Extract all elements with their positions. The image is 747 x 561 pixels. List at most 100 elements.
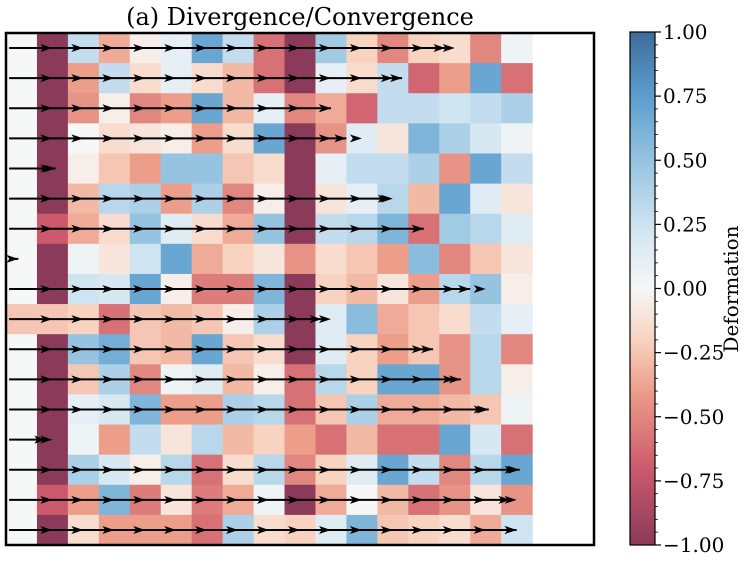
arrow-head (318, 375, 331, 384)
arrow-head (71, 194, 84, 203)
arrow-head (318, 224, 331, 233)
arrow-head (257, 495, 270, 504)
heatmap-cell (191, 243, 224, 275)
heatmap-cell (470, 63, 502, 94)
arrow-head (442, 44, 455, 53)
heatmap-cell (439, 63, 471, 94)
arrow-head (133, 315, 146, 324)
arrow-head (40, 104, 53, 113)
heatmap-cell (67, 424, 100, 456)
arrow-head (40, 164, 53, 173)
arrow-head (102, 194, 115, 203)
arrow-head (442, 405, 455, 414)
heatmap-cell (160, 153, 193, 185)
arrow-head (257, 375, 270, 384)
arrow-head (133, 285, 146, 293)
arrow-head (411, 44, 424, 53)
heatmap-cell (408, 63, 440, 94)
heatmap-cell (346, 304, 378, 335)
arrow-head (349, 44, 362, 53)
arrow-head (318, 465, 331, 474)
heatmap-cell (439, 123, 471, 155)
arrow-head (226, 224, 239, 233)
colorbar (629, 31, 656, 546)
arrow-head (380, 285, 393, 293)
arrow-head (195, 525, 208, 534)
arrow-head (40, 74, 53, 83)
arrow-head (71, 375, 84, 384)
arrow-head (411, 525, 424, 534)
heatmap-cell (346, 123, 378, 155)
heatmap-cell (67, 153, 100, 185)
arrow-head (433, 44, 446, 53)
arrow-head (71, 44, 84, 53)
arrow-head (71, 315, 84, 324)
arrow-head (458, 285, 471, 293)
arrow-head (164, 285, 177, 293)
heatmap-cell (98, 153, 131, 185)
arrow-head (195, 285, 208, 293)
heatmap-cell (408, 183, 440, 215)
arrow-head (507, 465, 520, 474)
arrow-head (71, 405, 84, 414)
arrow-head (71, 134, 84, 143)
arrow-head (195, 44, 208, 53)
colorbar-tick-label: −0.25 (663, 341, 724, 365)
arrow-head (226, 285, 239, 293)
arrow-head (411, 495, 424, 504)
heatmap-cell (501, 394, 533, 426)
heatmap-cell (439, 93, 471, 124)
heatmap-cell (501, 213, 533, 245)
arrow-head (411, 375, 424, 384)
arrow-head (195, 224, 208, 233)
arrow-head (318, 285, 331, 293)
heatmap-cell (470, 33, 502, 64)
arrow-head (349, 375, 362, 384)
arrow-head (288, 345, 300, 354)
arrow-head (448, 375, 461, 384)
arrow-head (318, 405, 331, 414)
arrow-head (288, 224, 300, 233)
heatmap-cell (377, 123, 409, 155)
arrow-head (164, 495, 177, 504)
arrow-head (164, 345, 177, 354)
arrow-head (411, 224, 424, 233)
heatmap-cells (6, 33, 533, 546)
heatmap-cell (346, 424, 378, 456)
heatmap-cell (253, 424, 286, 456)
heatmap-cell (501, 243, 533, 275)
arrow-head (164, 44, 177, 53)
heatmap-cell (439, 243, 471, 275)
arrow-head (473, 525, 486, 534)
heatmap-cell (470, 304, 502, 335)
arrow-head (102, 315, 115, 324)
arrow-head (71, 495, 84, 504)
arrow-head (195, 495, 208, 504)
heatmap-cell (284, 424, 317, 456)
heatmap-cell (470, 213, 502, 245)
arrow-head (102, 405, 115, 414)
arrow-head (71, 465, 84, 474)
arrow-head (504, 525, 517, 534)
arrow-head (226, 495, 239, 504)
arrow-head (133, 194, 146, 203)
arrow-head (257, 104, 270, 113)
arrow-head (226, 315, 239, 324)
arrow-head (102, 495, 115, 504)
arrow-head (380, 44, 393, 53)
arrow-head (40, 194, 53, 203)
heatmap-cell (284, 243, 317, 275)
heatmap-cell (377, 243, 409, 275)
arrow-head (349, 194, 362, 203)
arrow-head (380, 224, 393, 233)
arrow-head (133, 465, 146, 474)
arrow-head (380, 525, 393, 534)
arrow-head (164, 405, 177, 414)
arrow-head (226, 44, 239, 53)
arrow-head (390, 74, 403, 83)
arrow-head (411, 405, 424, 414)
arrow-head (349, 465, 362, 474)
arrow-head (164, 465, 177, 474)
arrow-head (102, 345, 115, 354)
